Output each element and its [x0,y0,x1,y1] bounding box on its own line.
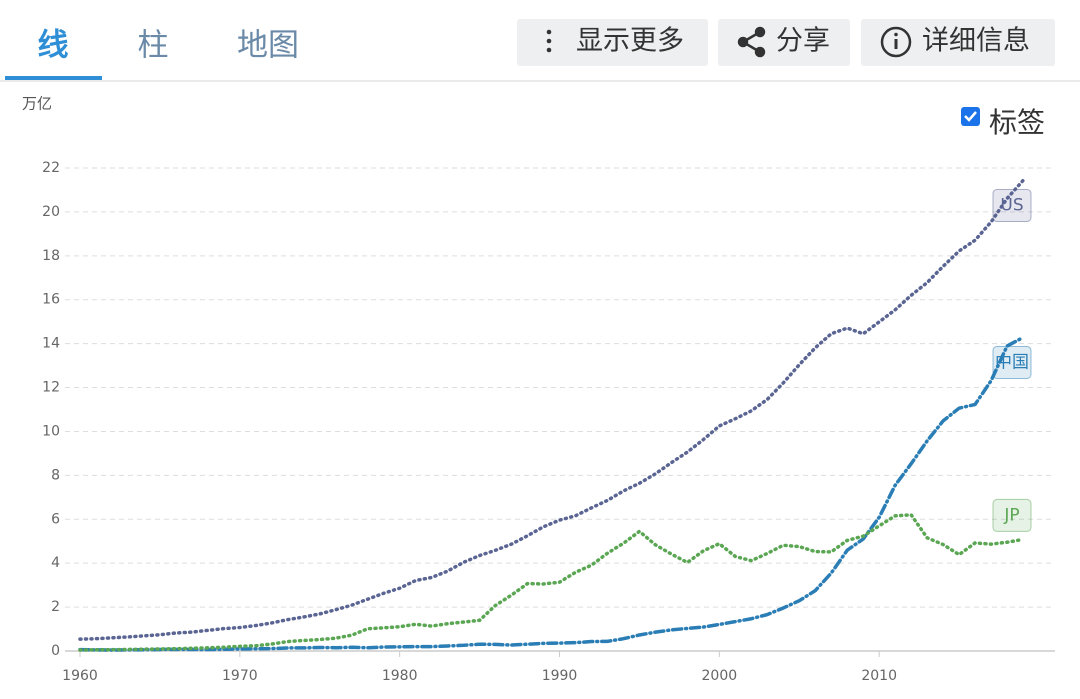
y-tick-label: 14 [42,336,60,352]
x-tick-label: 1990 [542,668,578,684]
series-label-box [992,189,1032,223]
button-label[interactable]: 分享 [776,26,830,57]
series-label-text: 中国 [995,352,1029,372]
x-tick-label: 2010 [861,668,897,684]
series-label-text: US [1000,196,1023,216]
series-label-box [992,345,1032,379]
y-tick-label: 4 [51,555,60,571]
series-label[interactable]: JP [992,498,1032,532]
y-tick-label: 18 [42,248,60,264]
y-tick-label: 10 [42,423,60,439]
series-label[interactable]: 中国 [992,345,1032,379]
button[interactable] [718,19,850,66]
checkbox-label[interactable]: 标签 [989,106,1045,139]
y-unit: 万亿 [22,95,52,113]
x-tick-label: 1980 [382,668,418,684]
y-tick-label: 20 [42,204,60,220]
series-line [78,178,1025,641]
series-line [78,513,1025,652]
y-tick-label: 22 [42,160,60,176]
x-tick-label: 1970 [222,668,258,684]
share-icon [737,26,766,58]
y-tick-label: 2 [51,599,60,615]
tab[interactable]: 线 [38,28,69,64]
y-tick-label: 16 [42,292,60,308]
icon [546,29,552,35]
button-label[interactable]: 显示更多 [576,26,684,57]
info-icon [894,39,898,49]
button[interactable] [861,19,1055,66]
icon [546,38,552,44]
icon [546,47,552,53]
button-label[interactable]: 详细信息 [922,26,1030,57]
info-icon [894,32,898,37]
y-tick-label: 6 [51,511,60,527]
button[interactable] [517,19,708,66]
tab[interactable]: 地图 [237,28,299,64]
series-label-box [992,498,1032,532]
y-tick-label: 8 [51,467,60,483]
checkbox-check [964,111,977,122]
x-tick-label: 1960 [62,668,98,684]
y-tick-label: 12 [42,380,60,396]
active-tab-underline [5,76,102,80]
info-icon [880,26,912,58]
x-tick-label: 2000 [702,668,738,684]
series-label[interactable]: US [992,189,1032,223]
y-tick-label: 0 [51,643,60,659]
label-checkbox[interactable] [961,107,980,126]
series-line [78,335,1025,652]
tab[interactable]: 柱 [138,28,169,64]
series-label-text: JP [1003,505,1019,525]
